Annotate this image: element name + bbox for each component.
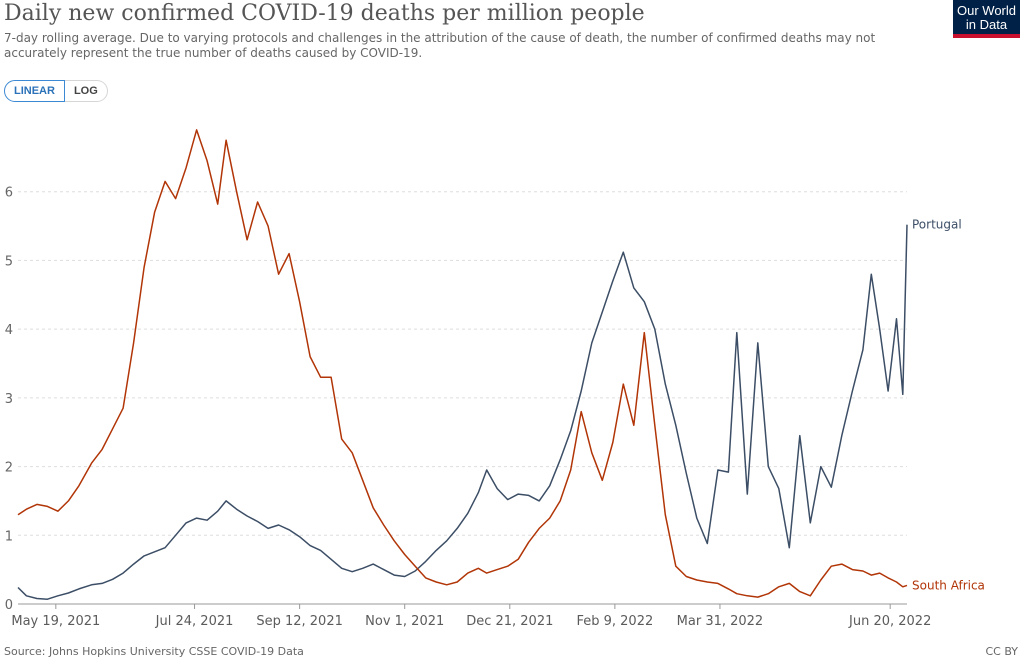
y-tick-label: 6 xyxy=(5,186,13,201)
x-tick-label: Dec 21, 2021 xyxy=(466,614,553,629)
x-tick-label: Jul 24, 2021 xyxy=(155,614,234,629)
x-tick-label: May 19, 2021 xyxy=(11,614,100,629)
y-tick-label: 1 xyxy=(5,529,13,544)
y-tick-label: 3 xyxy=(5,392,13,407)
linear-scale-button[interactable]: LINEAR xyxy=(4,80,65,102)
series-label: South Africa xyxy=(912,578,985,592)
chart-subtitle: 7-day rolling average. Due to varying pr… xyxy=(4,31,876,60)
y-tick-label: 4 xyxy=(5,323,13,338)
x-tick-label: Jun 20, 2022 xyxy=(848,614,931,629)
source-note[interactable]: Source: Johns Hopkins University CSSE CO… xyxy=(4,645,304,658)
logo-line-1: Our World xyxy=(957,3,1016,18)
chart-title: Daily new confirmed COVID-19 deaths per … xyxy=(4,1,645,26)
x-tick-label: Sep 12, 2021 xyxy=(256,614,343,629)
y-tick-label: 5 xyxy=(5,254,13,269)
y-tick-label: 2 xyxy=(5,461,13,476)
owid-logo[interactable]: Our World in Data xyxy=(953,0,1020,38)
y-tick-label: 0 xyxy=(5,598,13,613)
logo-line-2: in Data xyxy=(965,17,1008,32)
x-tick-label: Nov 1, 2021 xyxy=(365,614,444,629)
scale-toggle: LINEAR LOG xyxy=(4,80,108,102)
x-tick-label: Feb 9, 2022 xyxy=(576,614,653,629)
series-label: Portugal xyxy=(912,218,962,232)
log-scale-button[interactable]: LOG xyxy=(64,80,108,102)
series-line xyxy=(17,224,908,600)
license-link[interactable]: CC BY xyxy=(985,645,1018,658)
series-line xyxy=(17,129,908,598)
x-tick-label: Mar 31, 2022 xyxy=(677,614,764,629)
